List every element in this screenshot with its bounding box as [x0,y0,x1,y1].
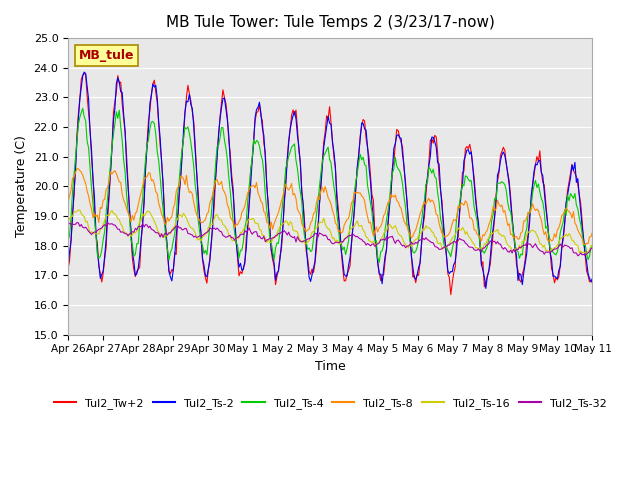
Tul2_Ts-32 [294,234,301,240]
Tul2_Ts-4 [222,145,230,151]
Tul2_Ts-8 [248,183,256,189]
Tul2_Ts-32 [64,219,72,225]
Tul2_Tw+2 [563,202,570,207]
Tul2_Ts-8 [239,207,247,213]
Tul2_Ts-4 [563,212,570,218]
Title: MB Tule Tower: Tule Temps 2 (3/23/17-now): MB Tule Tower: Tule Temps 2 (3/23/17-now… [166,15,495,30]
Tul2_Ts-2 [482,286,490,291]
Tul2_Ts-4 [239,239,247,244]
Tul2_Ts-8 [589,229,596,235]
Tul2_Ts-32 [221,233,228,239]
Tul2_Ts-2 [563,199,570,205]
Tul2_Ts-8 [130,217,138,223]
Tul2_Ts-16 [295,235,303,240]
X-axis label: Time: Time [315,360,346,373]
Tul2_Ts-16 [248,216,256,222]
Tul2_Ts-2 [64,263,72,269]
Tul2_Ts-2 [130,259,138,264]
Line: Tul2_Ts-16: Tul2_Ts-16 [68,210,593,253]
Tul2_Ts-2 [295,144,303,150]
Line: Tul2_Tw+2: Tul2_Tw+2 [68,73,593,295]
Tul2_Ts-4 [589,243,596,249]
Tul2_Ts-8 [73,166,81,171]
Tul2_Ts-16 [74,207,82,213]
Y-axis label: Temperature (C): Temperature (C) [15,135,28,237]
Tul2_Ts-4 [79,106,86,111]
Tul2_Ts-16 [589,242,596,248]
Tul2_Ts-32 [238,231,246,237]
Tul2_Ts-32 [589,246,596,252]
Tul2_Ts-16 [583,251,591,256]
Line: Tul2_Ts-8: Tul2_Ts-8 [68,168,593,244]
Legend: Tul2_Tw+2, Tul2_Ts-2, Tul2_Ts-4, Tul2_Ts-8, Tul2_Ts-16, Tul2_Ts-32: Tul2_Tw+2, Tul2_Ts-2, Tul2_Ts-4, Tul2_Ts… [50,394,611,413]
Tul2_Ts-4 [130,253,138,259]
Tul2_Ts-4 [248,155,256,161]
Tul2_Tw+2 [130,267,138,273]
Tul2_Ts-32 [574,253,582,259]
Tul2_Tw+2 [295,148,303,154]
Text: MB_tule: MB_tule [79,49,134,62]
Tul2_Ts-8 [581,241,589,247]
Tul2_Ts-4 [376,260,383,265]
Tul2_Ts-2 [81,69,88,75]
Tul2_Ts-2 [589,276,596,281]
Tul2_Ts-8 [295,209,303,215]
Tul2_Ts-8 [561,208,568,214]
Tul2_Tw+2 [222,100,230,106]
Line: Tul2_Ts-32: Tul2_Ts-32 [68,222,593,256]
Tul2_Ts-8 [222,192,230,198]
Line: Tul2_Ts-2: Tul2_Ts-2 [68,72,593,288]
Tul2_Ts-2 [222,106,230,111]
Tul2_Tw+2 [248,158,256,164]
Tul2_Ts-16 [222,225,230,230]
Tul2_Ts-16 [130,229,138,235]
Tul2_Ts-2 [239,266,247,272]
Tul2_Ts-16 [64,219,72,225]
Tul2_Ts-8 [64,199,72,204]
Tul2_Tw+2 [81,70,88,76]
Tul2_Ts-32 [247,229,255,235]
Tul2_Ts-2 [248,157,256,163]
Tul2_Ts-4 [295,180,303,185]
Tul2_Tw+2 [447,292,454,298]
Tul2_Ts-4 [64,238,72,243]
Tul2_Ts-32 [129,229,136,235]
Tul2_Ts-16 [239,227,247,232]
Tul2_Tw+2 [239,264,247,270]
Tul2_Ts-32 [559,244,567,250]
Tul2_Ts-16 [561,233,568,239]
Tul2_Tw+2 [64,265,72,271]
Line: Tul2_Ts-4: Tul2_Ts-4 [68,108,593,263]
Tul2_Tw+2 [589,280,596,286]
